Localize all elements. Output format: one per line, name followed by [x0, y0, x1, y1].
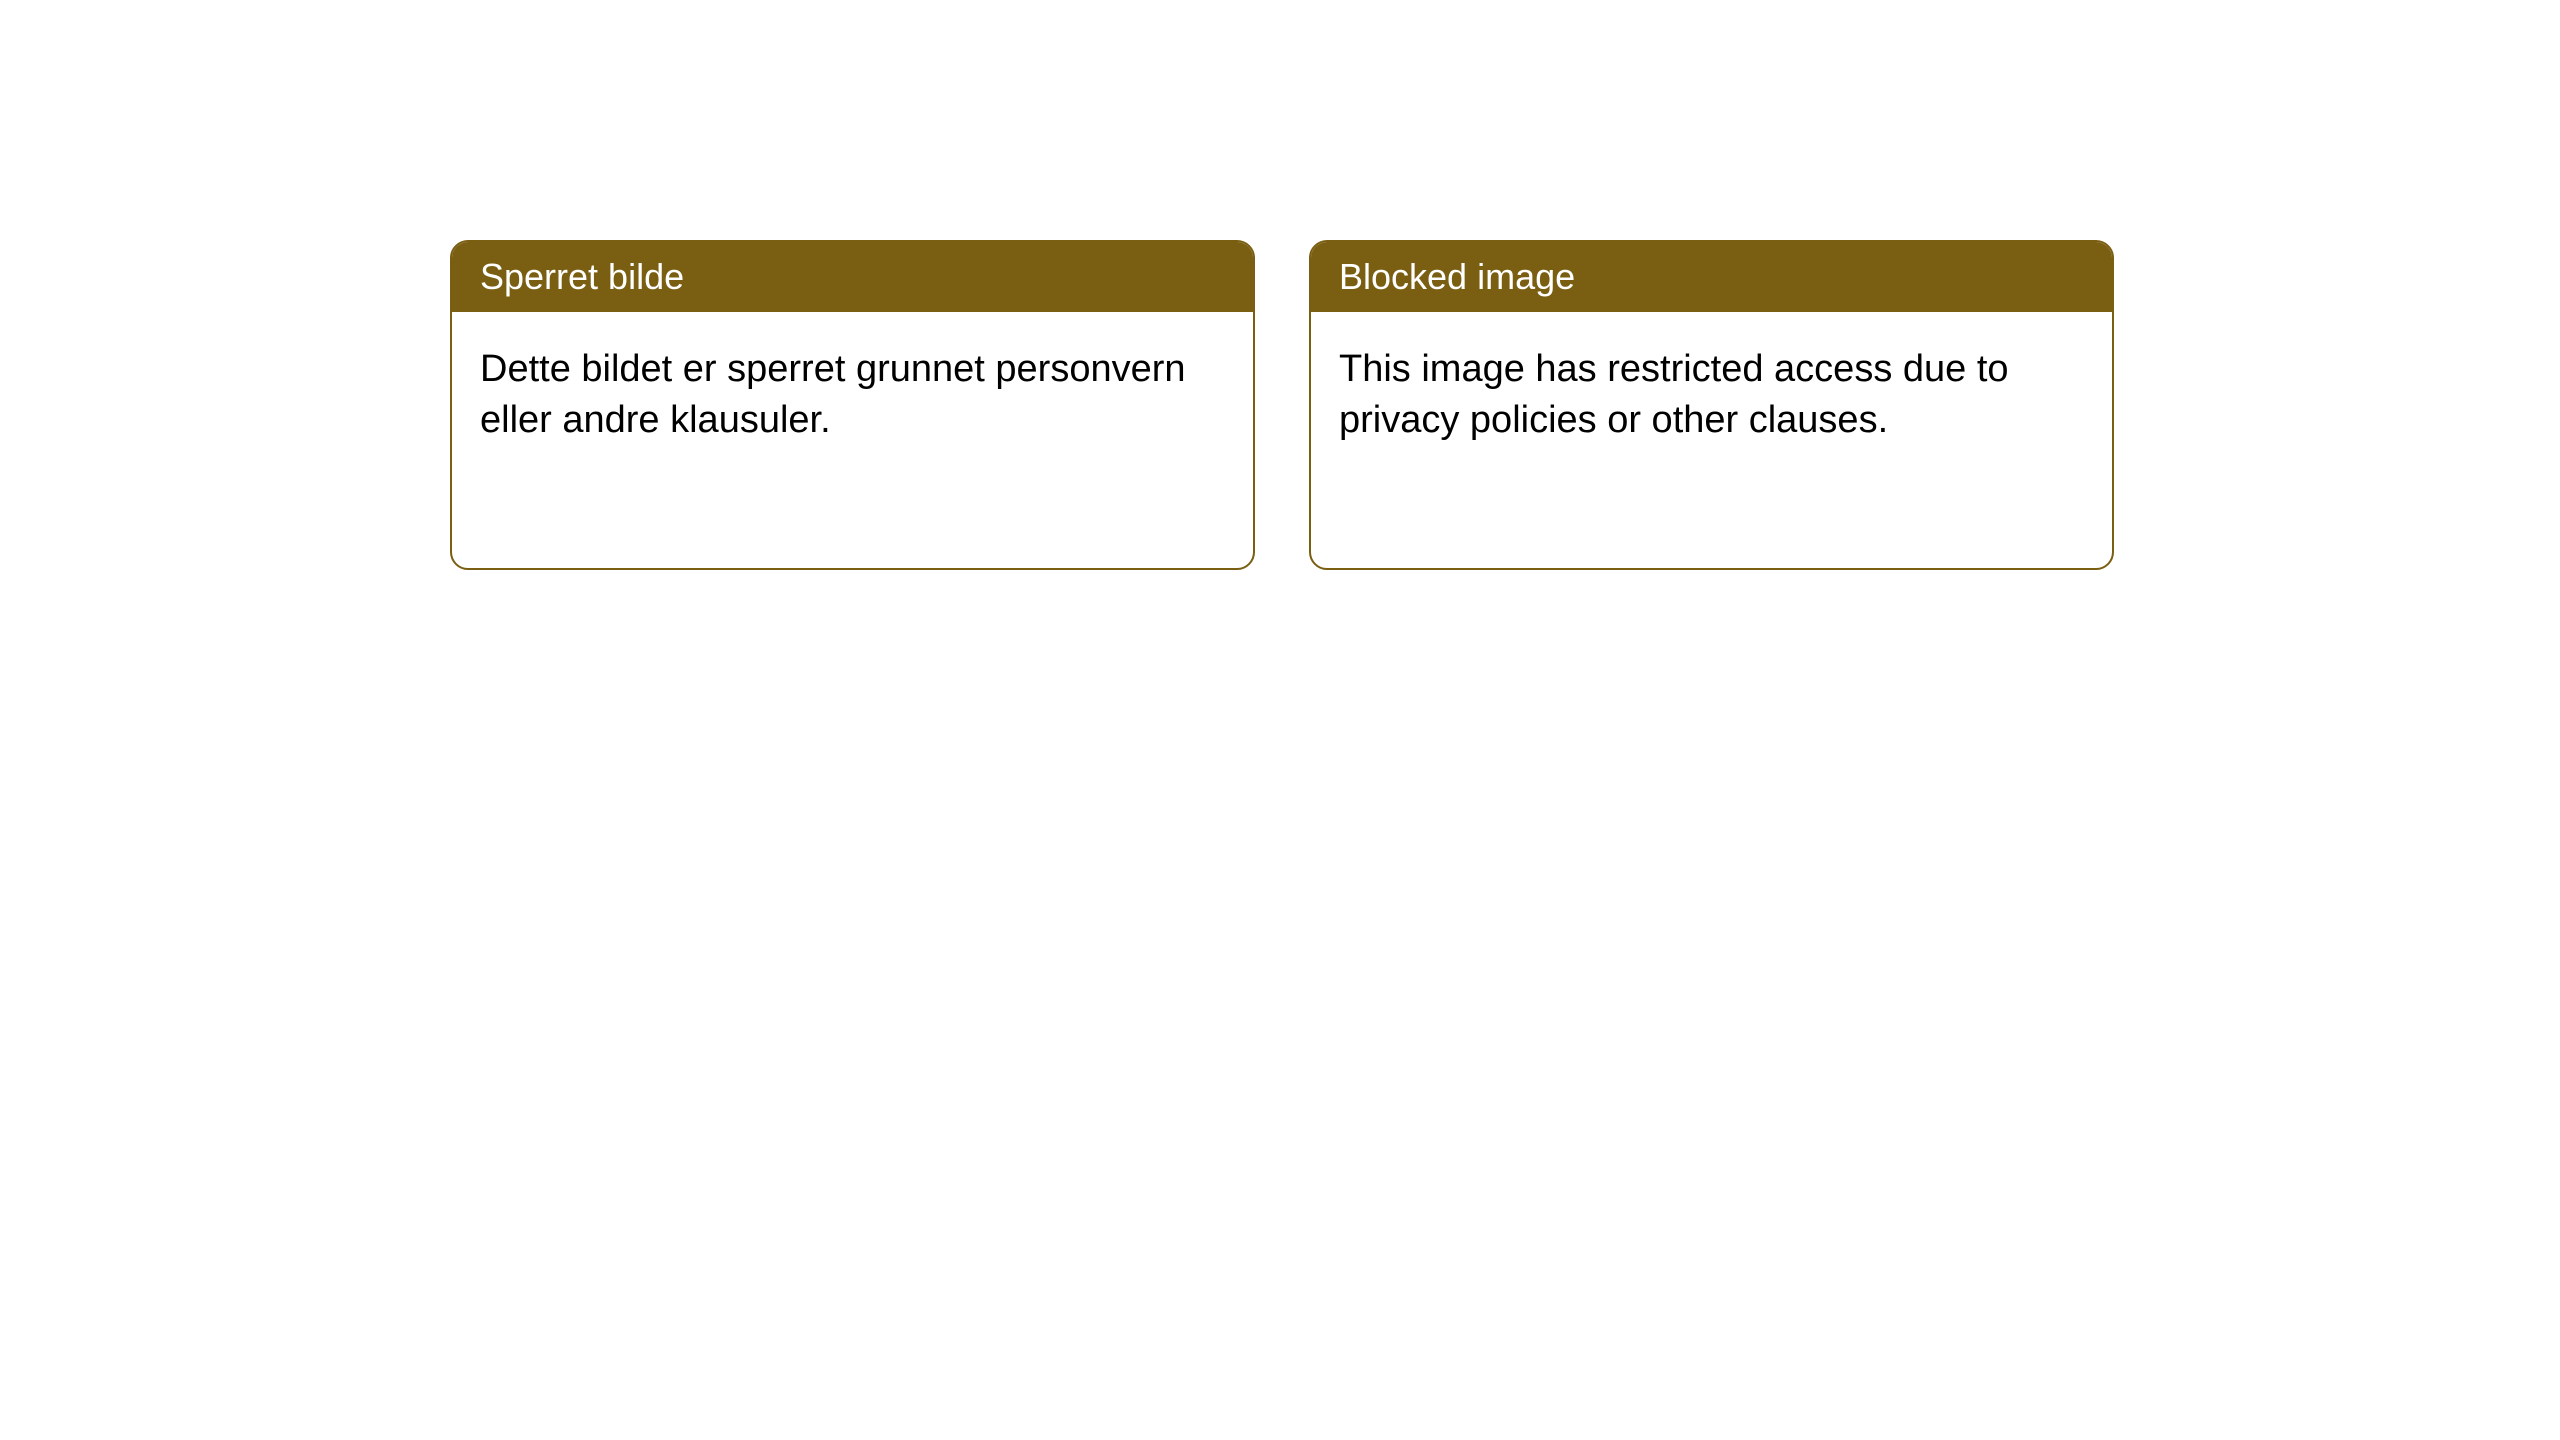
notice-card-header: Blocked image — [1311, 242, 2112, 312]
notice-card-en: Blocked image This image has restricted … — [1309, 240, 2114, 570]
notice-card-title: Blocked image — [1339, 256, 1575, 297]
notice-card-title: Sperret bilde — [480, 256, 684, 297]
notice-cards-container: Sperret bilde Dette bildet er sperret gr… — [450, 240, 2114, 570]
notice-card-body: Dette bildet er sperret grunnet personve… — [452, 312, 1253, 479]
notice-card-no: Sperret bilde Dette bildet er sperret gr… — [450, 240, 1255, 570]
notice-card-text: This image has restricted access due to … — [1339, 348, 2009, 441]
notice-card-header: Sperret bilde — [452, 242, 1253, 312]
notice-card-text: Dette bildet er sperret grunnet personve… — [480, 348, 1186, 441]
notice-card-body: This image has restricted access due to … — [1311, 312, 2112, 479]
